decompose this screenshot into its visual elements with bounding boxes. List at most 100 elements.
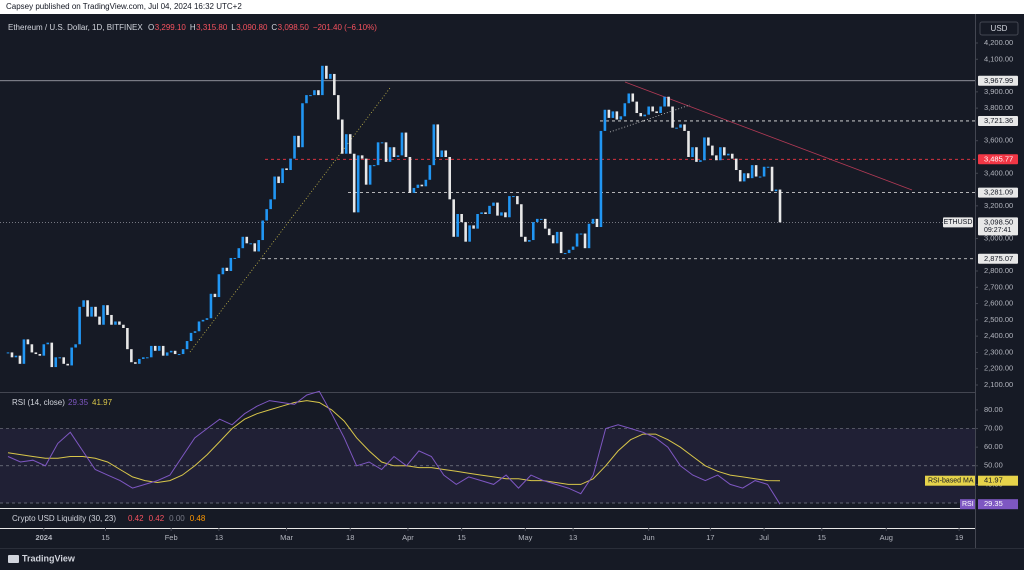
candle <box>528 240 531 242</box>
rsi-value-bg <box>978 499 1018 510</box>
candle <box>679 124 682 128</box>
liquidity-value: 0.00 <box>169 514 185 523</box>
y-tick-label: 2,200.00 <box>984 364 1013 373</box>
candle <box>436 124 440 157</box>
candle <box>631 93 635 102</box>
level-label-bg <box>978 187 1018 198</box>
rsi-ma-value-bg <box>978 475 1018 486</box>
candle <box>277 176 280 184</box>
candle <box>98 316 101 325</box>
candle <box>273 176 276 200</box>
candle <box>496 202 499 216</box>
candle <box>177 354 181 356</box>
candle <box>726 153 730 156</box>
rsi-ma-value: 41.97 <box>92 398 113 407</box>
candle <box>364 158 368 185</box>
candle <box>555 231 559 244</box>
ohlc-value: 3,098.50 <box>278 23 310 32</box>
y-tick-label: 3,000.00 <box>984 233 1013 242</box>
candle <box>181 349 185 355</box>
y-tick-label: 2,800.00 <box>984 266 1013 275</box>
candle <box>221 267 225 275</box>
candle <box>329 73 332 79</box>
candle <box>313 90 316 96</box>
candle <box>460 213 463 223</box>
y-tick-label: 3,600.00 <box>984 136 1013 145</box>
level-label-bg <box>978 253 1018 264</box>
countdown: 09:27:41 <box>984 227 1011 234</box>
x-tick-label: 18 <box>346 533 354 542</box>
publisher: Capsey published on TradingView.com, Jul… <box>6 2 242 11</box>
y-tick-label: 2,100.00 <box>984 380 1013 389</box>
candle <box>233 257 237 259</box>
candle <box>122 324 125 328</box>
candle <box>671 106 674 128</box>
y-tick-label: 3,800.00 <box>984 103 1013 112</box>
candle <box>340 119 344 154</box>
candle <box>38 354 42 356</box>
rsi-line <box>7 390 781 505</box>
candle <box>58 357 62 359</box>
candle <box>90 306 93 317</box>
candle <box>249 243 253 245</box>
ohlc-key: H <box>190 23 196 32</box>
candle <box>464 222 467 242</box>
candle <box>201 319 205 322</box>
candle <box>388 147 392 162</box>
candle <box>699 160 702 162</box>
candle <box>336 95 340 120</box>
candle <box>384 142 388 162</box>
candle <box>683 124 686 131</box>
candle <box>297 135 300 148</box>
candle <box>360 155 364 159</box>
candle <box>571 246 575 250</box>
candle <box>750 165 754 179</box>
candle <box>229 257 233 271</box>
level-label-bg <box>978 75 1018 86</box>
footer-logo: TradingView <box>22 553 76 563</box>
candle <box>301 103 304 148</box>
candle <box>512 196 515 198</box>
candle <box>770 166 774 192</box>
candle <box>448 156 452 200</box>
rsi-tick-label: 50.00 <box>984 461 1003 470</box>
candle <box>579 233 583 235</box>
candle <box>237 248 241 258</box>
y-tick-label: 3,900.00 <box>984 87 1013 96</box>
symbol: ETHUSD <box>944 219 973 226</box>
level-label-bg <box>978 154 1018 165</box>
rsi-value-label: 29.35 <box>984 499 1003 508</box>
candle <box>293 135 296 159</box>
candle <box>197 321 201 332</box>
candle <box>444 150 448 157</box>
candle <box>22 339 26 364</box>
candle <box>432 124 436 166</box>
candle <box>34 352 38 355</box>
candle <box>730 153 734 159</box>
candle <box>106 305 109 315</box>
candle <box>778 189 782 223</box>
y-tick-label: 2,700.00 <box>984 282 1013 291</box>
x-tick-label: Aug <box>880 533 893 542</box>
candle <box>603 109 607 131</box>
candle <box>153 345 157 351</box>
candle <box>149 345 153 358</box>
candle <box>635 101 639 114</box>
candle <box>185 341 189 350</box>
candle <box>551 235 555 244</box>
candle <box>344 134 348 154</box>
candle <box>309 95 312 97</box>
x-tick-label: 15 <box>101 533 109 542</box>
ohlc-value: 3,315.80 <box>196 23 228 32</box>
rsi-ma-name: RSI-based MA <box>928 478 974 485</box>
candle <box>643 114 647 117</box>
candle <box>165 352 169 356</box>
candle <box>333 73 336 96</box>
candle <box>488 205 491 214</box>
x-tick-label: Jul <box>759 533 769 542</box>
chart-title: Ethereum / U.S. Dollar, 1D, BITFINEX <box>8 23 143 32</box>
level-label: 3,485.77 <box>984 154 1013 163</box>
trendline <box>189 87 391 353</box>
x-tick-label: Jun <box>643 533 655 542</box>
